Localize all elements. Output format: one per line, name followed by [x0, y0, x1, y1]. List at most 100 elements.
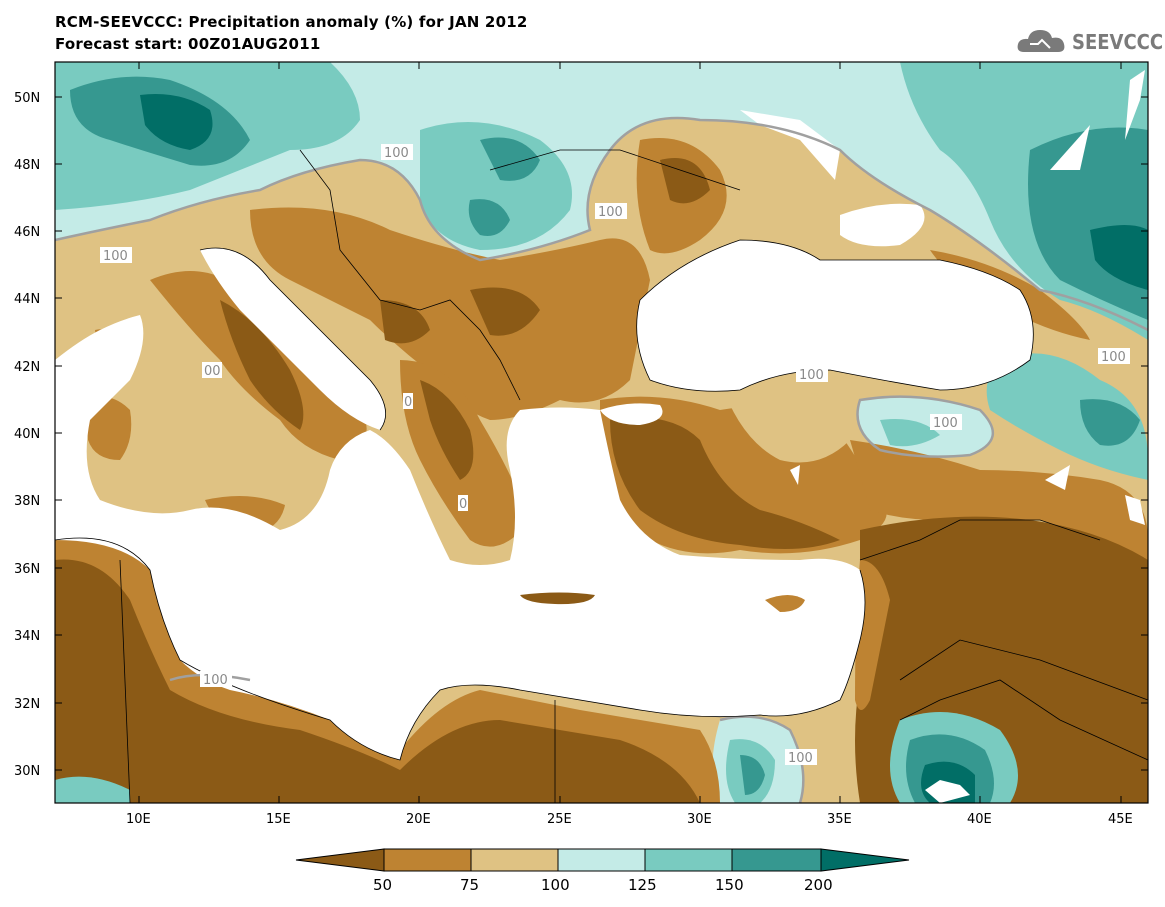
contour-label-bg — [202, 362, 222, 378]
very-dry-italy — [220, 300, 304, 430]
lon-label: 45E — [1108, 812, 1133, 827]
contour-label: 100 — [384, 146, 409, 161]
contour-label-bg — [930, 414, 962, 430]
anomaly-field: 100 100 100 100 100 100 100 100 00 0 0 — [55, 62, 1148, 803]
colorbar-segment — [470, 848, 559, 872]
contour-label: 100 — [1101, 350, 1126, 365]
contour-label: 100 — [203, 673, 228, 688]
lat-label: 32N — [14, 697, 40, 712]
colorbar-lower-arrow — [295, 848, 385, 872]
contour-labels: 100 100 100 100 100 100 100 100 00 0 0 — [100, 144, 1130, 766]
black-sea — [636, 240, 1034, 392]
contour-100-anatolia — [856, 395, 995, 458]
very-dry-anatolia — [610, 417, 840, 549]
seevccc-logo: SEEVCCC — [1016, 24, 1163, 56]
very-dry-moldova — [660, 158, 710, 204]
lat-label: 30N — [14, 764, 40, 779]
colorbar-upper-arrow — [820, 848, 910, 872]
lat-label: 44N — [14, 292, 40, 307]
colorbar-tick-label: 125 — [628, 876, 657, 894]
extreme-wet-northeast — [1090, 225, 1148, 290]
very-dry-north-africa — [55, 559, 700, 803]
lat-label: 46N — [14, 225, 40, 240]
contour-label: 100 — [598, 205, 623, 220]
latitude-axis: 50N 48N 46N 44N 42N 40N 38N 36N 34N 32N … — [14, 91, 1148, 779]
contour-label-partial: 0 — [404, 395, 412, 410]
contour-label-bg — [403, 393, 413, 409]
very-wet-caucasus — [1080, 399, 1140, 446]
missing-data-patch — [1050, 125, 1090, 170]
very-wet-carpathians — [468, 199, 510, 236]
sea-of-marmara — [600, 403, 663, 425]
very-dry-greece — [420, 380, 474, 480]
cyprus — [765, 595, 805, 612]
lat-label: 48N — [14, 158, 40, 173]
lon-label: 35E — [827, 812, 852, 827]
lon-label: 30E — [687, 812, 712, 827]
colorbar: 50 75 100 125 150 200 — [295, 848, 910, 894]
contour-label-bg — [595, 203, 627, 219]
contour-label-partial: 0 — [459, 497, 467, 512]
contour-100-north — [55, 116, 1148, 332]
contour-label: 100 — [103, 249, 128, 264]
logo-text: SEEVCCC — [1072, 30, 1164, 54]
contour-100-egypt — [719, 715, 805, 803]
very-wet-egypt — [740, 755, 765, 795]
contour-label-partial: 00 — [204, 364, 221, 379]
colorbar-tick-label: 200 — [804, 876, 833, 894]
contour-label-bg — [200, 671, 232, 687]
contour-label: 100 — [933, 416, 958, 431]
lat-label: 34N — [14, 629, 40, 644]
colorbar-tick-label: 100 — [541, 876, 570, 894]
colorbar-segment — [557, 848, 646, 872]
longitude-axis: 10E 15E 20E 25E 30E 35E 40E 45E — [126, 62, 1133, 827]
lon-label: 25E — [547, 812, 572, 827]
lon-label: 10E — [126, 812, 151, 827]
colorbar-tick-label: 50 — [373, 876, 392, 894]
missing-data-patch — [925, 780, 970, 803]
contour-label-bg — [785, 749, 817, 765]
very-dry-serbia — [470, 287, 540, 336]
missing-data-patch — [1125, 70, 1145, 140]
crete — [520, 592, 595, 605]
slightly-dry-anatolia-central — [720, 375, 854, 463]
contour-label-bg — [100, 247, 132, 263]
contour-label-bg — [458, 495, 468, 511]
lat-label: 40N — [14, 427, 40, 442]
lon-label: 20E — [406, 812, 431, 827]
adriatic-sea — [200, 248, 386, 430]
mediterranean-sea — [55, 315, 865, 760]
lon-label: 40E — [967, 812, 992, 827]
colorbar-segment — [644, 848, 733, 872]
lat-label: 36N — [14, 562, 40, 577]
very-dry-bosnia — [380, 300, 430, 344]
dry-balkans — [250, 207, 650, 420]
wet-sahara — [55, 776, 130, 803]
contour-label-bg — [381, 144, 413, 160]
lat-label: 42N — [14, 360, 40, 375]
contour-label-bg — [1098, 348, 1130, 364]
extreme-wet-alps — [140, 94, 213, 150]
missing-data-patch — [790, 465, 800, 485]
lat-label: 50N — [14, 91, 40, 106]
forecast-start-label: Forecast start: 00Z01AUG2011 — [55, 35, 321, 53]
contour-label-bg — [796, 366, 828, 382]
contour-label: 100 — [788, 751, 813, 766]
missing-data-patch — [1125, 495, 1145, 525]
lat-label: 38N — [14, 494, 40, 509]
missing-data-patch — [740, 110, 840, 180]
sea-of-azov — [840, 203, 925, 247]
colorbar-segment — [383, 848, 472, 872]
very-wet-carpathians-2 — [480, 137, 540, 181]
borders — [55, 149, 1148, 803]
contour-label: 100 — [799, 368, 824, 383]
colorbar-segment — [731, 848, 822, 872]
cloud-icon — [1017, 30, 1065, 52]
lon-label: 15E — [266, 812, 291, 827]
missing-data-patch — [1045, 465, 1070, 490]
colorbar-tick-label: 75 — [460, 876, 479, 894]
wet-caucasus — [986, 353, 1148, 480]
map-title: RCM-SEEVCCC: Precipitation anomaly (%) f… — [55, 13, 528, 31]
wet-anatolia-ne — [880, 419, 940, 447]
